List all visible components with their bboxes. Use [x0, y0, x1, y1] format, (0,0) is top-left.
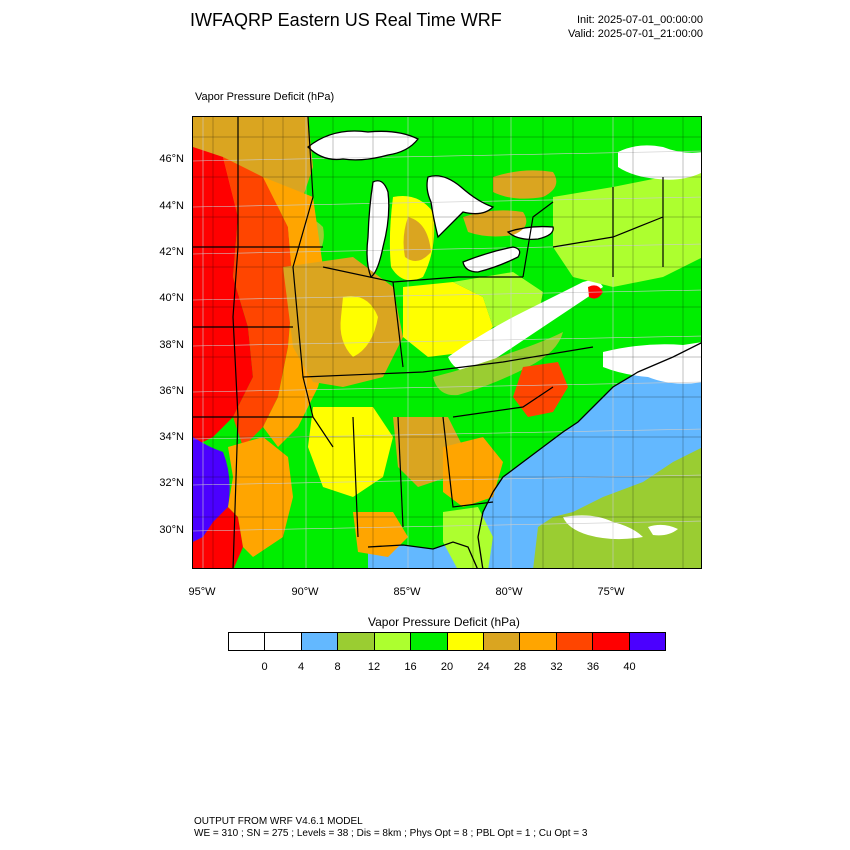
- lon-label-80w: 80°W: [495, 586, 523, 598]
- lat-label-46n: 46°N: [159, 153, 184, 165]
- colorbar-tick-label: 4: [297, 661, 305, 673]
- region-northeast-green: [553, 167, 701, 287]
- coastlines: [307, 130, 701, 568]
- colorbar-box-2: [301, 633, 339, 650]
- chart-title: IWFAQRP Eastern US Real Time WRF: [190, 10, 502, 30]
- colorbar-box-10: [593, 633, 630, 650]
- colorbar-tick-label: 24: [477, 661, 490, 673]
- colorbar-tick-label: 12: [367, 661, 381, 673]
- lat-label-44n: 44°N: [159, 200, 184, 212]
- init-time: Init: 2025-07-01_00:00:00: [577, 14, 703, 26]
- colorbar-tick-label: 40: [623, 661, 636, 673]
- region-appalachian-green: [433, 332, 563, 396]
- region-southeast-yellow: [308, 407, 393, 497]
- colorbar-box-0: [229, 633, 266, 650]
- region-texas-purple: [193, 437, 230, 542]
- lat-label-30n: 30°N: [159, 524, 184, 536]
- colorbar-box-4: [374, 633, 412, 650]
- lake-superior: [308, 131, 418, 160]
- colorbar-box-11: [629, 633, 666, 650]
- colorbar-tick-label: 20: [440, 661, 454, 673]
- lon-label-95w: 95°W: [188, 586, 216, 598]
- colorbar-tick-label: 28: [513, 661, 527, 673]
- county-lines: [193, 117, 701, 568]
- lake-michigan: [367, 180, 389, 277]
- region-appalachian-white: [448, 280, 603, 372]
- lon-label-90w: 90°W: [291, 586, 319, 598]
- ocean-white-patch-2: [648, 524, 678, 536]
- region-plains-orangered: [223, 157, 293, 447]
- region-ohio-green: [453, 272, 543, 327]
- colorbar-title: Vapor Pressure Deficit (hPa): [368, 615, 520, 629]
- colorbar-box-6: [447, 633, 484, 650]
- colorbar-tick-label: 32: [550, 661, 563, 673]
- region-southplains-orange: [228, 437, 293, 557]
- colorbar-box-9: [556, 633, 594, 650]
- lat-label-38n: 38°N: [159, 339, 184, 351]
- colorbar-box-7: [483, 633, 521, 650]
- ocean-white-patch: [563, 515, 643, 540]
- colorbar-tick-label: 36: [586, 661, 600, 673]
- colorbar-tick-label: 8: [334, 661, 341, 673]
- valid-time: Valid: 2025-07-01_21:00:00: [568, 28, 703, 40]
- colorbar-tick-label: 0: [261, 661, 268, 673]
- colorbar-box-5: [411, 633, 448, 650]
- lon-label-75w: 75°W: [597, 586, 625, 598]
- lat-label-42n: 42°N: [159, 246, 184, 258]
- region-ontario-brown: [463, 210, 527, 237]
- ocean-northeast-white: [603, 342, 701, 384]
- lat-label-40n: 40°N: [159, 292, 184, 304]
- region-illinois-yellow: [340, 296, 378, 357]
- lake-erie: [463, 247, 520, 272]
- colorbar-box-3: [338, 633, 375, 650]
- region-carolina-orangered: [513, 362, 568, 417]
- colorbar-box-8: [520, 633, 557, 650]
- lat-label-34n: 34°N: [159, 431, 184, 443]
- vpd-map: [193, 117, 701, 568]
- region-northeast-white-patches: [618, 145, 701, 180]
- colorbar: [228, 632, 666, 651]
- region-texas-red: [193, 507, 243, 568]
- region-canada-yellow: [493, 170, 557, 199]
- graticule: [193, 117, 701, 568]
- model-info-line-1: OUTPUT FROM WRF V4.6.1 MODEL: [194, 816, 363, 827]
- lake-huron: [427, 175, 493, 237]
- colorbar-box-1: [265, 633, 302, 650]
- lon-label-85w: 85°W: [393, 586, 421, 598]
- region-ohio-yellow: [403, 282, 493, 357]
- plot-variable-title: Vapor Pressure Deficit (hPa): [195, 91, 335, 103]
- lat-label-32n: 32°N: [159, 477, 184, 489]
- map-panel: [192, 116, 702, 569]
- ocean-southeast-field: [533, 448, 701, 568]
- lat-label-36n: 36°N: [159, 385, 184, 397]
- colorbar-tick-label: 16: [404, 661, 417, 673]
- region-plains-red: [193, 147, 253, 447]
- model-info-line-2: WE = 310 ; SN = 275 ; Levels = 38 ; Dis …: [194, 828, 588, 839]
